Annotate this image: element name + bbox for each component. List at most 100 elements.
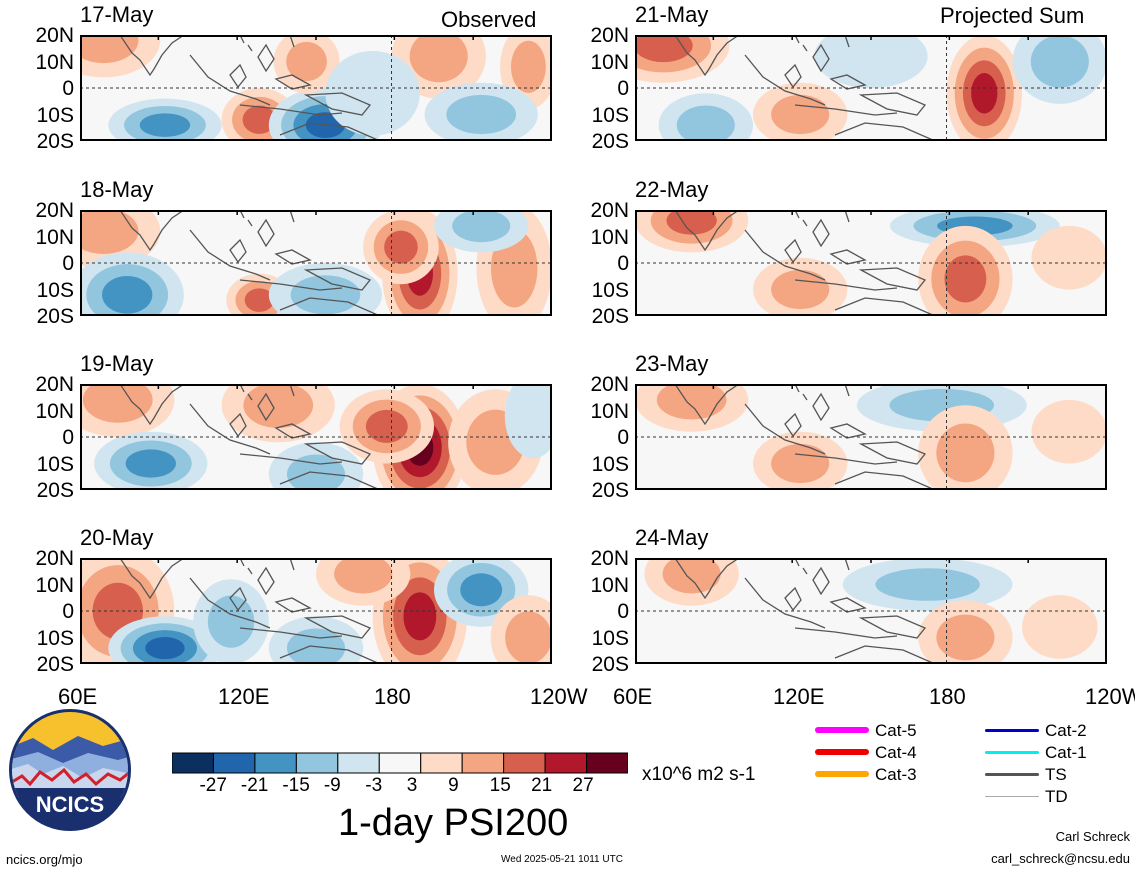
contour-fill (504, 384, 552, 459)
legend-label: TD (1045, 787, 1068, 806)
contour-fill (656, 384, 727, 420)
coastline (829, 423, 867, 439)
y-tick-label: 20S (36, 479, 74, 502)
coastline (858, 615, 927, 639)
coastline (189, 403, 271, 455)
x-tick-label: 180 (929, 684, 966, 709)
contour-fill (460, 573, 503, 607)
coastline (274, 249, 312, 265)
coastline (784, 412, 802, 438)
contour-fill (510, 40, 546, 93)
contour-fill (771, 443, 830, 484)
coastline (239, 104, 343, 116)
coastline (829, 74, 867, 90)
coastline (784, 586, 802, 612)
anomaly-map (635, 35, 1107, 141)
contour-fill (505, 611, 552, 664)
anomaly-map (80, 558, 552, 664)
contour-fill (80, 35, 139, 64)
coastline (189, 577, 271, 629)
contour-fill (384, 230, 418, 264)
contour-fill (244, 288, 275, 312)
y-tick-label: 20N (590, 24, 629, 47)
colorbar-tick-label: -27 (199, 775, 227, 796)
contour-fill (325, 50, 420, 136)
y-tick-label: 10N (35, 399, 74, 423)
coastline (794, 627, 898, 639)
y-tick-label: 20N (590, 199, 629, 222)
contour-fill (1031, 399, 1107, 464)
y-tick-label: 20S (36, 305, 74, 328)
contour-fill (1031, 225, 1107, 290)
contour-fill (242, 105, 277, 134)
y-tick-label: 20S (591, 653, 629, 676)
panel-date: 20-May (80, 525, 154, 550)
coastline (674, 35, 740, 77)
coastline (744, 54, 826, 106)
y-tick-label: 10N (590, 50, 629, 74)
contour-fill (944, 255, 987, 303)
y-tick-label: 20N (35, 199, 74, 222)
coastline (239, 627, 343, 639)
anomaly-map (635, 210, 1107, 316)
y-tick-label: 0 (62, 77, 74, 100)
y-tick-label: 0 (617, 252, 629, 275)
colorbar-swatch (461, 752, 505, 774)
contour-fill (635, 35, 693, 63)
coastline (257, 392, 275, 422)
legend-label: Cat-1 (1045, 743, 1087, 762)
colorbar-swatch (378, 752, 422, 774)
x-tick-label: 180 (374, 684, 411, 709)
contour-fill (1030, 35, 1089, 88)
legend-swatch (985, 795, 1039, 797)
y-tick-label: 10N (35, 573, 74, 597)
coastline (829, 597, 867, 613)
y-tick-label: 0 (62, 426, 74, 449)
coastline (812, 218, 830, 248)
author-email[interactable]: carl_schreck@ncsu.edu (991, 851, 1130, 866)
contour-fill (875, 568, 980, 601)
legend-label: Cat-3 (875, 765, 917, 784)
site-link[interactable]: ncics.org/mjo (6, 852, 83, 867)
y-tick-label: 20N (35, 373, 74, 396)
coastline (229, 586, 247, 612)
colorbar-tick-label: -3 (365, 775, 383, 796)
colorbar-swatch (337, 752, 380, 774)
x-tick-label: 60E (613, 684, 653, 709)
coastline (274, 597, 312, 613)
coastline (858, 441, 927, 465)
coastline (229, 238, 247, 264)
logo-text: NCICS (36, 792, 104, 817)
x-tick-label: 60E (58, 684, 98, 709)
coastline (834, 297, 936, 316)
colorbar-swatch (295, 752, 339, 774)
contour-fill (936, 614, 995, 661)
coastline (279, 122, 381, 141)
coastline (229, 412, 247, 438)
coastline (229, 63, 247, 89)
y-tick-label: 10S (36, 278, 74, 302)
coastline (257, 43, 275, 73)
legend-swatch (815, 771, 869, 777)
colorbar-tick-label: 27 (572, 775, 594, 796)
y-tick-label: 20S (591, 305, 629, 328)
colorbar-tick-label: -21 (240, 775, 269, 796)
y-tick-label: 0 (62, 252, 74, 275)
coastline (834, 471, 936, 490)
coastline (794, 279, 898, 291)
legend-swatch (985, 728, 1039, 732)
y-tick-label: 0 (617, 426, 629, 449)
contour-fill (1022, 595, 1098, 659)
colorbar-tick-label: 3 (406, 775, 418, 796)
anomaly-map (80, 384, 552, 490)
contour-fill (409, 35, 468, 83)
legend-swatch (985, 772, 1039, 776)
colorbar-tick-label: -9 (323, 775, 341, 796)
panel-date: 21-May (635, 2, 709, 27)
y-tick-label: 10N (590, 573, 629, 597)
coastline (812, 392, 830, 422)
panel-date: 19-May (80, 351, 154, 376)
y-tick-label: 20N (35, 547, 74, 570)
coastline (257, 566, 275, 596)
y-tick-label: 10N (35, 50, 74, 74)
